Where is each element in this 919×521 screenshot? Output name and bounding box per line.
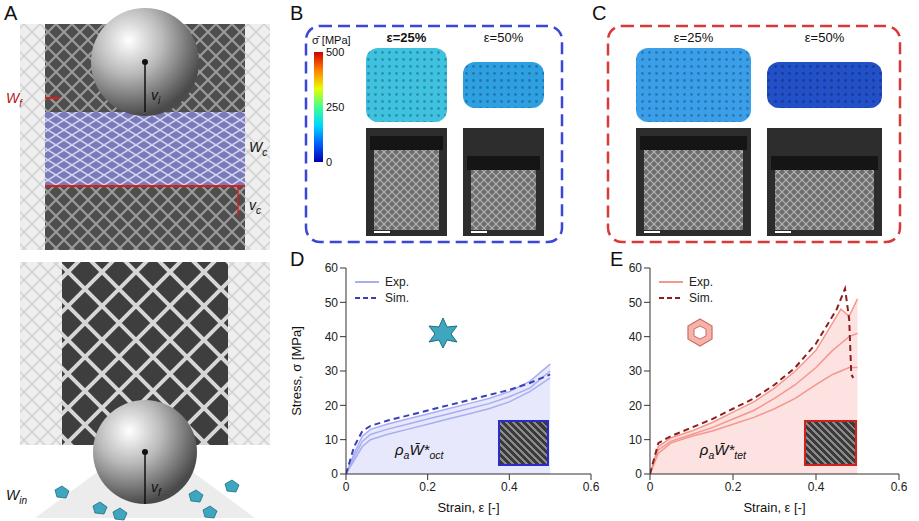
svg-text:Wf: Wf [6,90,23,109]
svg-text:Stress, σ [MPa]: Stress, σ [MPa] [290,326,304,416]
svg-text:0.2: 0.2 [725,480,742,494]
svg-text:vf: vf [151,479,162,498]
html-text:E: E [610,248,624,270]
svg-text:B: B [290,2,303,24]
svg-text:10: 10 [325,433,339,447]
svg-text:0.6: 0.6 [891,480,908,494]
html-text:Sim.: Sim. [689,291,713,305]
svg-text:Win: Win [6,487,27,506]
svg-text:0: 0 [635,467,642,481]
html-text:Sim.: Sim. [385,291,409,305]
svg-text:10: 10 [629,433,643,447]
svg-text:500: 500 [326,46,344,58]
svg-text:ε=50%: ε=50% [484,30,524,45]
svg-text:20: 20 [325,399,339,413]
svg-text:30: 30 [629,364,643,378]
svg-text:ε=25%: ε=25% [387,30,427,45]
svg-text:60: 60 [325,261,339,275]
html-text:ρaW̄*oct: ρaW̄*oct [395,441,444,461]
svg-text:50: 50 [325,296,339,310]
svg-text:0: 0 [326,156,332,168]
svg-text:ε=50%: ε=50% [805,30,845,45]
svg-text:Wc: Wc [249,139,267,158]
svg-text:30: 30 [325,364,339,378]
html-text:Exp.: Exp. [689,275,713,289]
html-text:ρaW̄*tet: ρaW̄*tet [699,441,746,461]
svg-text:0.4: 0.4 [808,480,825,494]
svg-text:0.2: 0.2 [419,480,436,494]
svg-text:0.4: 0.4 [501,480,518,494]
svg-text:0: 0 [647,480,654,494]
svg-text:40: 40 [629,330,643,344]
svg-text:0: 0 [343,480,350,494]
svg-text:ε=25%: ε=25% [674,30,714,45]
svg-text:250: 250 [326,101,344,113]
svg-text:Strain, ε [-]: Strain, ε [-] [743,500,805,515]
svg-text:60: 60 [629,261,643,275]
svg-text:vi: vi [151,87,161,106]
svg-text:σ̄ [MPa]: σ̄ [MPa] [312,34,351,46]
svg-text:0: 0 [331,467,338,481]
svg-text:C: C [592,2,606,24]
svg-text:vc: vc [249,197,261,216]
svg-text:40: 40 [325,330,339,344]
svg-text:20: 20 [629,399,643,413]
svg-text:A: A [4,2,18,24]
svg-text:0.6: 0.6 [583,480,600,494]
svg-text:50: 50 [629,296,643,310]
html-text:Exp.: Exp. [385,275,409,289]
html-text:D: D [290,248,305,270]
svg-text:Strain, ε [-]: Strain, ε [-] [437,500,499,515]
